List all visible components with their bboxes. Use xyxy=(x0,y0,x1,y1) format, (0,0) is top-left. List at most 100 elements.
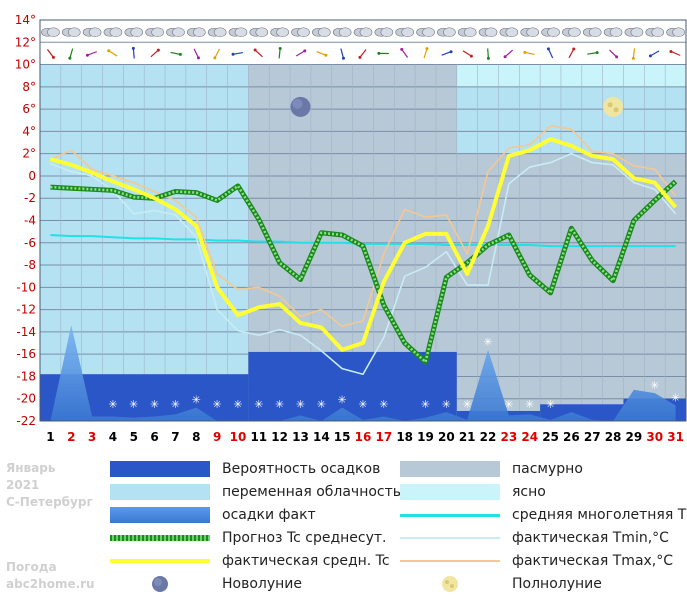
wind-arrow-icon xyxy=(254,49,263,58)
cloud-icon xyxy=(338,27,352,38)
wind-arrow-icon xyxy=(232,51,243,55)
legend-swatch xyxy=(110,461,210,477)
legend-precip-probability: Вероятность осадков xyxy=(110,459,380,479)
legend-swatch xyxy=(400,484,500,500)
x-tick-label: 5 xyxy=(130,430,138,444)
weather-icon-strip xyxy=(41,27,685,60)
x-tick-label: 30 xyxy=(646,430,663,444)
plot-frame xyxy=(39,19,687,422)
wind-arrow-head xyxy=(253,48,257,52)
y-tick-label: 10° xyxy=(15,58,36,72)
weather-icon xyxy=(145,27,164,58)
x-tick-label: 8 xyxy=(192,430,200,444)
weather-icon xyxy=(166,27,185,56)
cloud-icon xyxy=(255,27,269,38)
full-moon-crater xyxy=(613,107,619,113)
wind-arrow-icon xyxy=(504,49,514,58)
y-tick-label: -14 xyxy=(16,325,36,339)
legend-swatch xyxy=(110,507,210,523)
y-tick-label: -18 xyxy=(16,369,36,383)
weather-icon xyxy=(520,27,540,56)
wind-arrow-icon xyxy=(316,50,327,56)
series-line-tmax xyxy=(50,125,677,328)
wind-arrow-icon xyxy=(609,49,618,58)
wind-arrow-icon xyxy=(568,48,575,59)
weather-chart: ✳ ✳ ✳ ✳ ✳ ✳ ✳ ✳ ✳ ✳ ✳ ✳ ✳ ✳ ✳ ✳ ✳✳✳ ✳ ✳✳✳ 14°12°10°8°6°4°2… xyxy=(15,13,687,444)
snowflake-marker: ✳ xyxy=(421,398,430,411)
wind-arrow-icon xyxy=(46,49,54,58)
wind-arrow-icon xyxy=(423,48,428,59)
weather-icon xyxy=(228,27,248,56)
precip-probability-band xyxy=(248,351,457,421)
wind-arrow-head xyxy=(400,47,404,51)
wind-arrow-head xyxy=(615,55,619,59)
snowflake-marker: ✳ xyxy=(213,398,222,411)
snowflake-marker: ✳ xyxy=(296,398,305,411)
snowflake-marker: ✳ xyxy=(546,398,555,411)
x-tick-label: 14 xyxy=(313,430,330,444)
wind-arrow-icon xyxy=(547,48,554,59)
wind-arrow-icon xyxy=(670,50,681,56)
cloud-icon xyxy=(109,27,123,38)
x-tick-label: 21 xyxy=(459,430,476,444)
wind-arrow-icon xyxy=(524,51,535,56)
x-tick-label: 4 xyxy=(109,430,117,444)
y-tick-label: -22 xyxy=(16,414,36,428)
legend-tmin: фактическая Tmin,°C xyxy=(400,528,669,548)
legend-swatch xyxy=(400,560,500,562)
wind-arrow-icon xyxy=(632,48,636,59)
x-tick-label: 17 xyxy=(375,430,392,444)
weather-icon xyxy=(82,27,102,57)
cloud-icon xyxy=(547,27,560,38)
weather-icon xyxy=(61,27,81,60)
snowflake-marker: ✳ xyxy=(192,394,201,407)
weather-icon xyxy=(645,27,665,58)
x-tick-label: 26 xyxy=(563,430,580,444)
weather-icon xyxy=(478,27,498,60)
snowflake-marker: ✳ xyxy=(483,336,492,349)
x-tick-label: 1 xyxy=(46,430,54,444)
wind-arrow-head xyxy=(469,54,473,58)
snowflake-marker: ✳ xyxy=(379,398,388,411)
weather-icon xyxy=(249,27,269,58)
cloud-icon xyxy=(192,27,206,38)
legend-swatch xyxy=(400,537,500,539)
y-tick-label: -10 xyxy=(16,280,36,294)
y-tick-label: -2 xyxy=(24,191,36,205)
y-tick-label: 12° xyxy=(15,35,36,49)
legend-precip-fact: осадки факт xyxy=(110,505,316,525)
series-line-tmin xyxy=(50,152,677,376)
y-tick-label: 4° xyxy=(22,124,36,138)
x-tick-label: 13 xyxy=(292,430,309,444)
sky-band-variable_cloud xyxy=(456,86,686,154)
x-tick-label: 24 xyxy=(521,430,538,444)
site-label-1: Погода xyxy=(6,560,57,574)
wind-arrow-head xyxy=(341,56,345,60)
cloud-icon xyxy=(609,27,623,38)
legend-tmax: фактическая Tmax,°C xyxy=(400,551,673,571)
wind-arrow-icon xyxy=(295,50,306,57)
legend-swatch xyxy=(110,484,210,500)
weather-icon xyxy=(291,27,310,57)
x-tick-label: 2 xyxy=(67,430,75,444)
new-moon-shade xyxy=(292,98,303,109)
snowflake-marker: ✳ xyxy=(650,379,659,392)
legend-full-moon: Полнолуние xyxy=(400,574,602,594)
precipitation-area: ✳ ✳ ✳ ✳ ✳ ✳ ✳ ✳ ✳ ✳ ✳ ✳ ✳ ✳ ✳ ✳ ✳ ✳ ✳ ✳ ✳ ✳ ✳ xyxy=(40,325,686,421)
wind-arrow-head xyxy=(156,48,160,52)
wind-arrow-icon xyxy=(132,48,135,59)
weather-icon xyxy=(582,27,602,55)
legend-swatch xyxy=(400,461,500,477)
legend-swatch xyxy=(110,559,210,563)
snowflake-marker: ✳ xyxy=(671,391,680,404)
legend-swatch xyxy=(110,576,210,592)
legend-swatch xyxy=(400,576,500,592)
legend-cloudy: пасмурно xyxy=(400,459,583,479)
wind-arrow-head xyxy=(648,54,652,58)
new-moon-icon xyxy=(152,576,168,592)
chart-legend: Вероятность осадков пасмурно переменная … xyxy=(0,458,687,599)
wind-arrow-icon xyxy=(69,48,74,59)
legend-norm: средняя многолетняя T°C xyxy=(400,505,687,525)
y-tick-label: 6° xyxy=(22,102,36,116)
wind-arrow-icon xyxy=(150,49,159,58)
